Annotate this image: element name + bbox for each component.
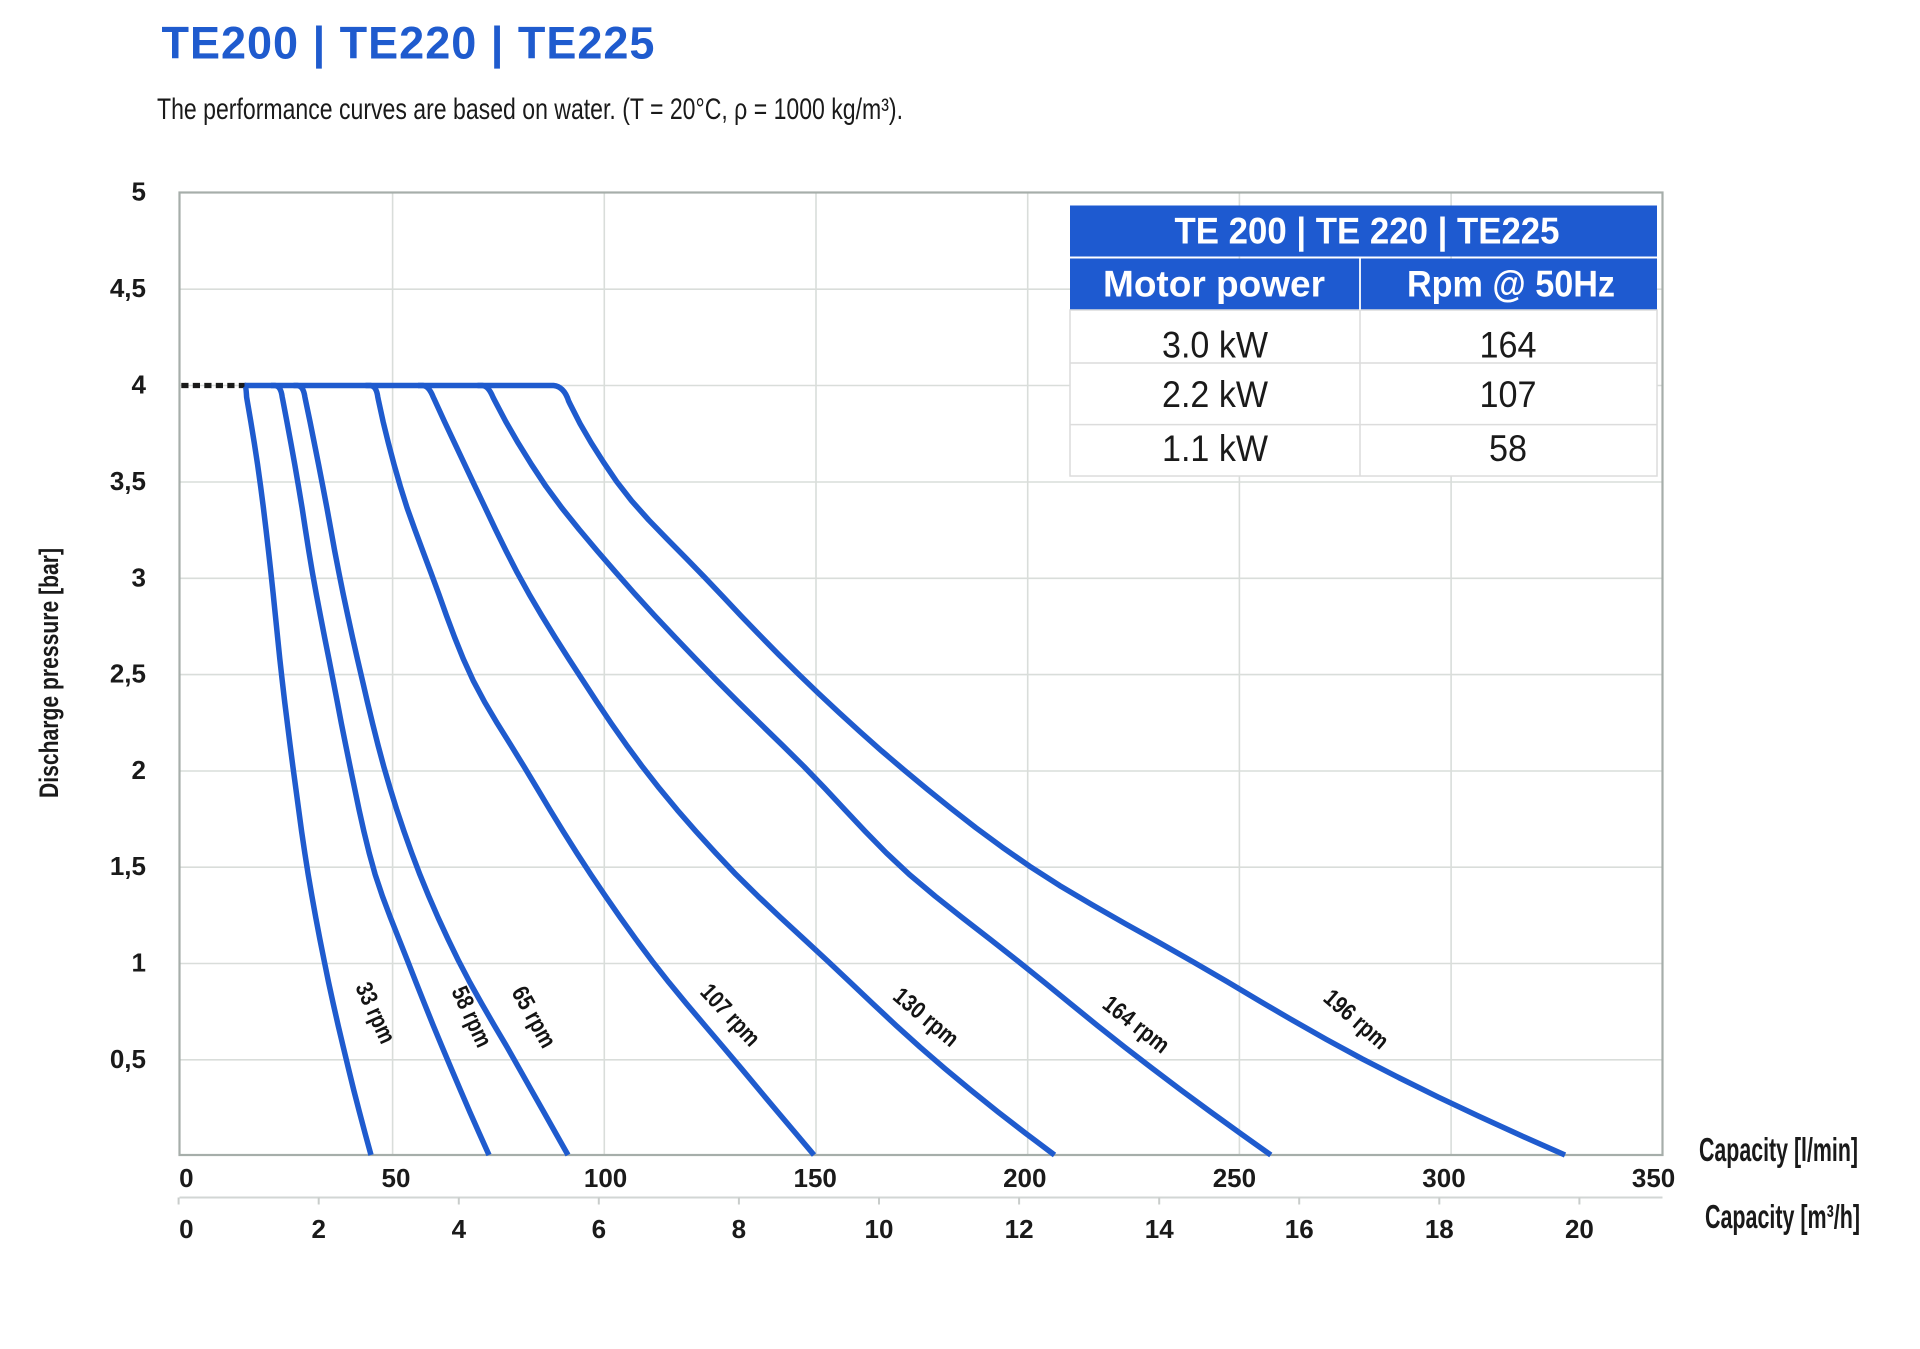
svg-text:2: 2 <box>311 1214 325 1244</box>
svg-text:300: 300 <box>1422 1163 1465 1193</box>
svg-text:4: 4 <box>452 1214 467 1244</box>
svg-text:12: 12 <box>1005 1214 1034 1244</box>
svg-text:8: 8 <box>732 1214 746 1244</box>
svg-text:5: 5 <box>132 177 146 207</box>
svg-text:0: 0 <box>179 1214 193 1244</box>
svg-text:1: 1 <box>132 948 146 978</box>
svg-text:6: 6 <box>592 1214 606 1244</box>
svg-text:14: 14 <box>1145 1214 1174 1244</box>
svg-text:2,5: 2,5 <box>110 659 146 689</box>
svg-text:The performance curves are bas: The performance curves are based on wate… <box>157 93 903 126</box>
svg-text:0: 0 <box>179 1163 193 1193</box>
svg-text:10: 10 <box>865 1214 894 1244</box>
svg-text:50: 50 <box>382 1163 411 1193</box>
svg-text:350: 350 <box>1632 1163 1675 1193</box>
svg-text:200: 200 <box>1003 1163 1046 1193</box>
svg-text:TE 200 | TE 220 | TE225: TE 200 | TE 220 | TE225 <box>1175 211 1560 253</box>
svg-text:3.0 kW: 3.0 kW <box>1162 325 1268 366</box>
svg-text:4,5: 4,5 <box>110 273 146 303</box>
svg-text:2.2 kW: 2.2 kW <box>1162 374 1268 415</box>
svg-text:164: 164 <box>1480 325 1537 366</box>
svg-text:20: 20 <box>1565 1214 1594 1244</box>
svg-text:16: 16 <box>1285 1214 1314 1244</box>
svg-text:1.1 kW: 1.1 kW <box>1162 428 1268 469</box>
svg-text:Discharge pressure [bar]: Discharge pressure [bar] <box>34 548 64 798</box>
svg-text:58: 58 <box>1489 428 1527 469</box>
svg-text:4: 4 <box>132 370 147 400</box>
svg-text:Motor power: Motor power <box>1103 264 1325 305</box>
svg-text:TE200 | TE220 | TE225: TE200 | TE220 | TE225 <box>162 18 656 70</box>
svg-text:100: 100 <box>584 1163 627 1193</box>
svg-text:107: 107 <box>1480 374 1537 415</box>
svg-text:1,5: 1,5 <box>110 851 146 881</box>
svg-text:Rpm @ 50Hz: Rpm @ 50Hz <box>1407 264 1615 305</box>
svg-text:3: 3 <box>132 562 146 592</box>
svg-text:18: 18 <box>1425 1214 1454 1244</box>
svg-text:3,5: 3,5 <box>110 466 146 496</box>
svg-text:150: 150 <box>794 1163 837 1193</box>
svg-text:2: 2 <box>132 755 146 785</box>
svg-text:Capacity [l/min]: Capacity [l/min] <box>1699 1131 1858 1168</box>
svg-text:Capacity [m³/h]: Capacity [m³/h] <box>1705 1198 1860 1235</box>
svg-text:250: 250 <box>1213 1163 1256 1193</box>
svg-text:0,5: 0,5 <box>110 1044 146 1074</box>
